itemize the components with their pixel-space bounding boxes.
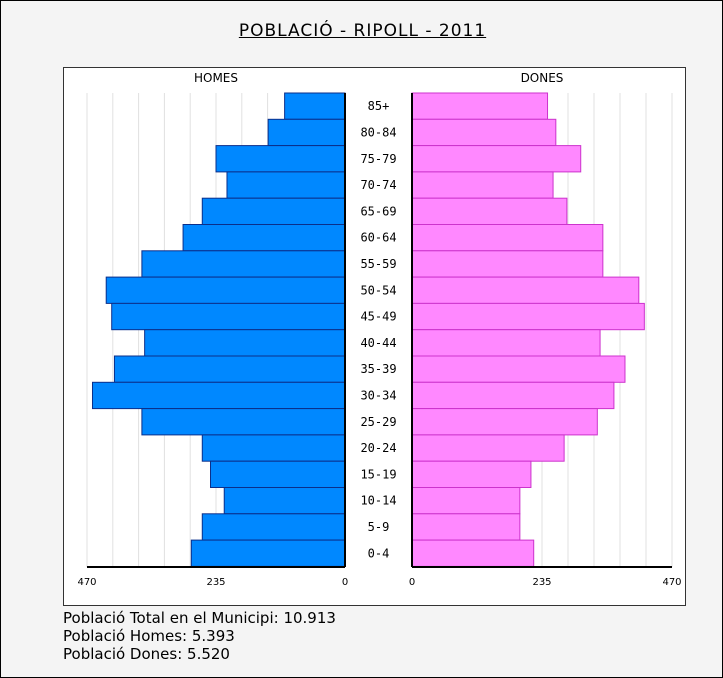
bar-dones <box>411 381 615 410</box>
bar-dones <box>411 408 598 436</box>
bar-dones <box>411 224 604 252</box>
bar-dones <box>411 302 645 331</box>
bar-dones <box>411 145 582 173</box>
bar-dones <box>411 276 640 304</box>
page-title: POBLACIÓ - RIPOLL - 2011 <box>238 21 487 41</box>
bar-dones <box>411 197 568 225</box>
bar-homes <box>201 513 346 541</box>
tick-label-left: 470 <box>77 577 96 588</box>
bar-homes <box>113 355 346 383</box>
bar-dones <box>411 539 535 567</box>
bar-homes <box>144 329 346 357</box>
bar-homes <box>284 92 346 120</box>
age-group-label: 85+ <box>368 99 390 113</box>
age-group-label: 0-4 <box>368 546 390 560</box>
bar-homes <box>267 118 346 147</box>
bar-homes <box>182 224 346 252</box>
tick-label-left: 0 <box>342 577 348 588</box>
bar-dones <box>411 329 601 357</box>
bar-homes <box>210 460 346 489</box>
age-group-label: 55-59 <box>360 257 396 271</box>
bar-dones <box>411 460 532 489</box>
population-pyramid: HOMES DONES 85+ 80-84 75-79 70-74 65-69 60-64 55… <box>63 67 686 606</box>
age-group-label: 10-14 <box>360 494 396 508</box>
bar-homes <box>215 145 346 173</box>
summary-men: Població Homes: 5.393 <box>63 627 235 645</box>
series-label-homes: HOMES <box>194 71 238 85</box>
age-group-label: 35-39 <box>360 362 396 376</box>
age-group-label: 50-54 <box>360 283 396 297</box>
age-group-label: 60-64 <box>360 231 396 245</box>
age-group-label: 20-24 <box>360 441 396 455</box>
pyramid-svg: HOMES DONES 85+ 80-84 75-79 70-74 65-69 60-64 55… <box>77 71 681 588</box>
tick-label-right: 470 <box>662 577 681 588</box>
bar-homes <box>141 250 346 278</box>
age-group-label: 70-74 <box>360 178 396 192</box>
bar-dones <box>411 513 521 541</box>
tick-label-right: 235 <box>532 577 551 588</box>
bar-homes <box>105 276 346 304</box>
tick-label-right: 0 <box>409 577 415 588</box>
bar-homes <box>201 434 346 462</box>
bar-homes <box>91 381 346 410</box>
bar-homes <box>111 302 346 331</box>
bar-dones <box>411 355 626 383</box>
age-group-label: 25-29 <box>360 415 396 429</box>
bar-homes <box>223 487 346 515</box>
age-group-label: 65-69 <box>360 204 396 218</box>
age-group-label: 5-9 <box>368 520 390 534</box>
age-group-label: 40-44 <box>360 336 396 350</box>
tick-label-left: 235 <box>206 577 225 588</box>
age-group-label: 45-49 <box>360 310 396 324</box>
age-group-label: 15-19 <box>360 467 396 481</box>
series-label-dones: DONES <box>521 71 564 85</box>
bar-dones <box>411 118 557 147</box>
summary-total: Població Total en el Municipi: 10.913 <box>63 609 336 627</box>
bar-homes <box>141 408 346 436</box>
bar-dones <box>411 92 549 120</box>
summary-women: Població Dones: 5.520 <box>63 645 230 663</box>
age-group-label: 75-79 <box>360 152 396 166</box>
bar-dones <box>411 487 521 515</box>
bar-homes <box>190 539 346 567</box>
bar-dones <box>411 171 554 199</box>
age-group-label: 30-34 <box>360 388 396 402</box>
bar-dones <box>411 250 604 278</box>
bar-dones <box>411 434 565 462</box>
bar-homes <box>226 171 346 199</box>
bar-homes <box>201 197 346 225</box>
age-group-label: 80-84 <box>360 125 396 139</box>
